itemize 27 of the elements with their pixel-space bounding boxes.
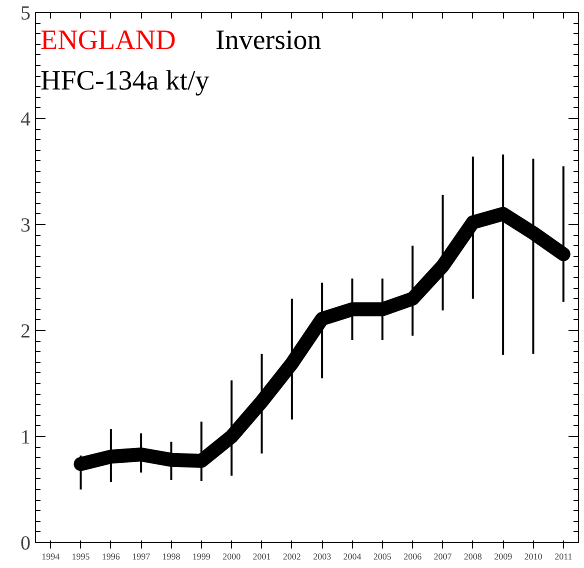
x-tick-label: 1996 — [102, 552, 120, 562]
x-tick-label: 2008 — [464, 552, 482, 562]
x-tick-label: 2001 — [252, 552, 271, 562]
x-tick-label: 1994 — [42, 552, 60, 562]
y-axis-title: HFC-134a kt/y — [40, 66, 210, 96]
x-tick-label: 2000 — [222, 552, 242, 562]
y-tick-label: 5 — [20, 2, 30, 24]
y-tick-label: 0 — [20, 532, 30, 554]
y-tick-label: 2 — [20, 320, 30, 342]
text: ENGLAND — [40, 25, 176, 56]
x-tick-label: 2009 — [494, 552, 513, 562]
y-tick-label: 4 — [20, 108, 30, 130]
x-tick-label: 2007 — [434, 552, 452, 562]
x-tick-label: 2006 — [404, 552, 422, 562]
x-tick-label: 2002 — [282, 552, 301, 562]
x-tick-label: 1997 — [132, 552, 151, 562]
x-tick-label: 2003 — [313, 552, 332, 562]
y-tick-label: 3 — [20, 214, 30, 236]
x-tick-label: 2005 — [373, 552, 392, 562]
text: Inversion — [216, 25, 322, 56]
x-tick-label: 1999 — [192, 552, 211, 562]
x-tick-label: 1995 — [72, 552, 90, 562]
x-tick-label: 1998 — [162, 552, 181, 562]
x-tick-label: 2011 — [554, 552, 572, 562]
y-tick-label: 1 — [20, 426, 30, 448]
x-tick-label: 2004 — [343, 552, 362, 562]
x-tick-label: 2010 — [524, 552, 543, 562]
